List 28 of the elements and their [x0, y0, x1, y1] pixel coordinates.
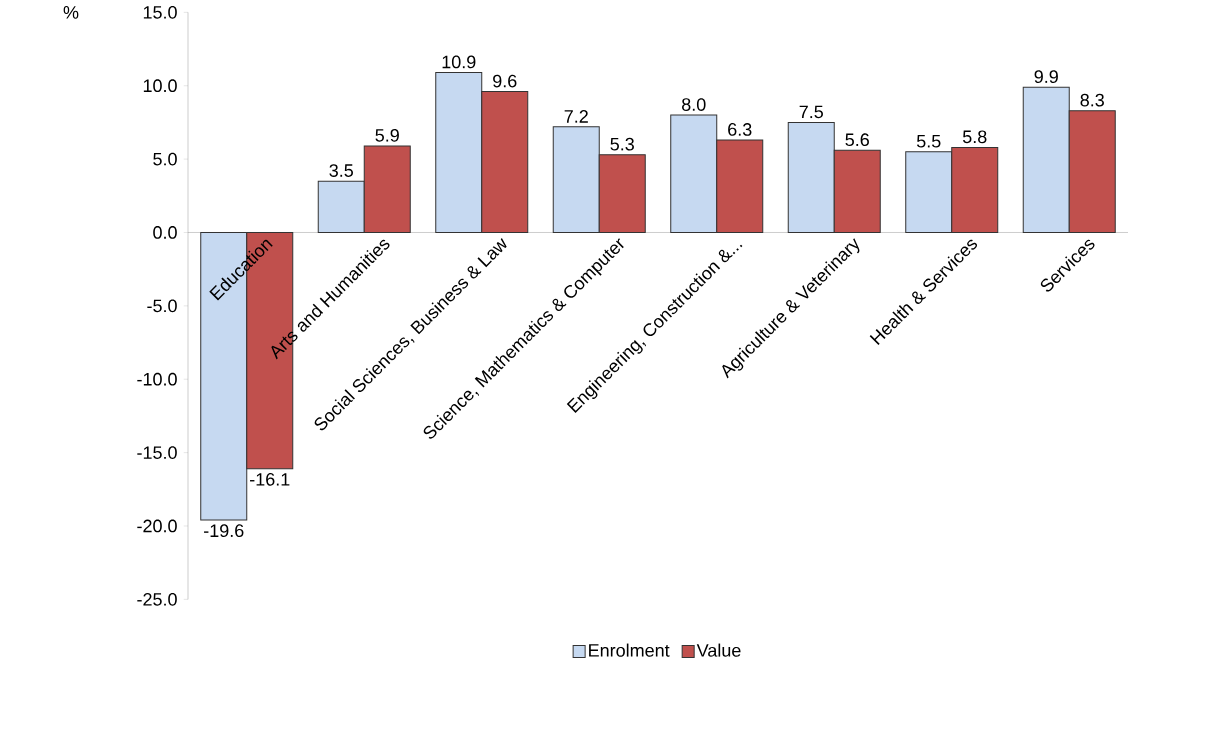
data-label: 3.5 — [329, 163, 353, 177]
data-label: -19.6 — [204, 524, 244, 537]
legend-label: Value — [696, 643, 741, 657]
data-label: 5.3 — [610, 137, 634, 151]
y-tick-label: -25.0 — [137, 592, 177, 606]
y-tick-label: -5.0 — [147, 299, 177, 313]
data-label: 8.3 — [1080, 93, 1104, 107]
y-tick-label: -10.0 — [137, 372, 177, 386]
data-label: 9.6 — [493, 74, 517, 88]
y-axis-title: % — [63, 5, 79, 19]
data-label: 8.0 — [682, 97, 706, 111]
y-tick-label: 0.0 — [153, 225, 177, 239]
y-tick-label: 5.0 — [153, 152, 177, 166]
y-tick-label: -20.0 — [137, 519, 177, 533]
data-label: -16.1 — [250, 472, 290, 486]
data-label: 5.5 — [916, 134, 941, 148]
y-tick-label: -15.0 — [137, 446, 177, 459]
data-label: 5.6 — [845, 133, 869, 146]
y-tick-label: 15.0 — [143, 5, 177, 19]
data-label: 10.9 — [442, 55, 476, 69]
data-label: 7.2 — [564, 109, 588, 123]
data-label: 7.5 — [799, 105, 823, 119]
data-label: 5.9 — [375, 128, 399, 142]
legend-label: Enrolment — [589, 643, 670, 657]
data-label: 5.8 — [962, 130, 987, 143]
data-label: 6.3 — [728, 122, 752, 136]
y-tick-label: 10.0 — [143, 79, 177, 92]
data-label: 9.9 — [1034, 70, 1058, 83]
